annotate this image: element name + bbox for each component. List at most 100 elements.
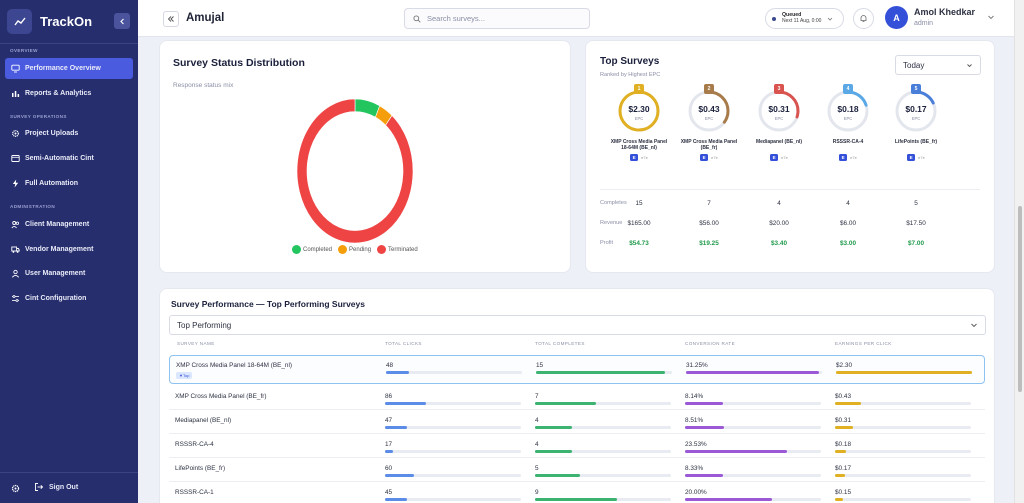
queue-text: Queued Next 11 Aug, 0:00 bbox=[782, 12, 821, 24]
top-badge: ▼ Top bbox=[176, 372, 193, 379]
signout-button[interactable]: Sign Out bbox=[34, 482, 78, 492]
clicks-bar-fill bbox=[385, 450, 394, 453]
legend-label: Terminated bbox=[388, 246, 418, 253]
completes-cell: 5 bbox=[535, 465, 539, 472]
survey-name: RSSSR-CA-4 bbox=[832, 139, 864, 145]
metric-profit-value: $54.73 bbox=[629, 240, 649, 247]
collapse-sidebar-button[interactable] bbox=[114, 13, 130, 29]
metric-revenue-value: $56.00 bbox=[699, 220, 719, 227]
nav-performance-overview[interactable]: Performance Overview bbox=[5, 58, 133, 79]
legend-swatch bbox=[338, 245, 348, 254]
brand-name: TrackOn bbox=[40, 14, 93, 29]
scrollbar-thumb[interactable] bbox=[1018, 206, 1022, 392]
section-label-administration: ADMINISTRATION bbox=[10, 204, 56, 209]
metrics-divider bbox=[600, 189, 980, 190]
survey-name-cell[interactable]: RSSSR-CA-1 bbox=[175, 489, 214, 496]
survey-name-cell[interactable]: RSSSR-CA-4 bbox=[175, 441, 214, 448]
clicks-cell: 60 bbox=[385, 465, 393, 472]
table-row[interactable]: Mediapanel (BE_nl) 47 4 8.51% $0.31 bbox=[169, 411, 985, 434]
clicks-cell: 86 bbox=[385, 393, 393, 400]
clicks-bar bbox=[385, 450, 521, 453]
epc-cell: $2.30 bbox=[836, 362, 852, 369]
epc-bar bbox=[835, 474, 971, 477]
page-scrollbar[interactable] bbox=[1014, 0, 1024, 503]
status-card-title: Survey Status Distribution bbox=[173, 57, 305, 69]
user-menu-chevron-icon[interactable] bbox=[987, 13, 995, 21]
chevron-left-icon bbox=[119, 18, 124, 24]
clicks-cell: 47 bbox=[385, 417, 393, 424]
survey-name-cell[interactable]: LifePoints (BE_fr) bbox=[175, 465, 226, 472]
survey-name-cell[interactable]: XMP Cross Media Panel (BE_fr) bbox=[175, 393, 267, 400]
epc-value: $0.43 bbox=[698, 104, 720, 114]
avatar[interactable]: A bbox=[885, 6, 908, 29]
performance-filter-select[interactable]: Top Performing bbox=[169, 315, 986, 335]
epc-bar-fill bbox=[835, 450, 846, 453]
survey-name: XMP Cross Media Panel 18-64M (BE_nl) bbox=[610, 139, 668, 151]
epc-cell: $0.15 bbox=[835, 489, 851, 496]
conversion-bar-fill bbox=[685, 498, 773, 501]
table-row[interactable]: XMP Cross Media Panel 18-64M (BE_nl) ▼ Top… bbox=[169, 355, 985, 384]
nav-cint-configuration[interactable]: Cint Configuration bbox=[5, 288, 133, 309]
logout-icon bbox=[35, 483, 44, 491]
metric-completes-value: 4 bbox=[777, 200, 781, 207]
metric-label: Profit bbox=[600, 240, 614, 246]
nav-semi-automatic-cint[interactable]: Semi-Automatic Cint bbox=[5, 148, 133, 169]
epc-cell: $0.17 bbox=[835, 465, 851, 472]
conversion-cell: 23.53% bbox=[685, 441, 707, 448]
epc-value: $0.17 bbox=[905, 104, 927, 114]
conversion-cell: 20.00% bbox=[685, 489, 707, 496]
nav-reports-analytics[interactable]: Reports & Analytics bbox=[5, 83, 133, 104]
nav-label: Vendor Management bbox=[25, 246, 94, 253]
epc-bar-fill bbox=[835, 426, 853, 429]
nav-full-automation[interactable]: Full Automation bbox=[5, 173, 133, 194]
epc-ring: 2 $0.43 EPC bbox=[687, 84, 731, 133]
settings-gear-icon[interactable] bbox=[11, 484, 20, 493]
status-legend: Completed Pending Terminated bbox=[292, 245, 424, 254]
search-input[interactable]: Search surveys... bbox=[404, 8, 590, 29]
nav-project-uploads[interactable]: Project Uploads bbox=[5, 123, 133, 144]
legend-label: Completed bbox=[303, 246, 333, 253]
column-header: TOTAL COMPLETES bbox=[535, 341, 585, 346]
conversion-cell: 8.33% bbox=[685, 465, 704, 472]
table-row[interactable]: RSSSR-CA-4 17 4 23.53% $0.18 bbox=[169, 435, 985, 458]
notifications-button[interactable] bbox=[853, 8, 874, 29]
completes-bar bbox=[535, 450, 671, 453]
top-survey-card[interactable]: 1 $2.30 EPC XMP Cross Media Panel 18-64M (B… bbox=[607, 84, 671, 161]
top-surveys-title: Top Surveys bbox=[600, 56, 660, 67]
period-select[interactable]: Today bbox=[895, 55, 981, 75]
source-tag-text: e7e bbox=[918, 155, 925, 160]
nav-user-management[interactable]: User Management bbox=[5, 263, 133, 284]
conversion-bar bbox=[685, 450, 821, 453]
gear-icon bbox=[12, 130, 19, 137]
queue-status-pill[interactable]: Queued Next 11 Aug, 0:00 bbox=[765, 8, 844, 29]
survey-name-cell[interactable]: Mediapanel (BE_nl) bbox=[175, 417, 232, 424]
survey-name: Mediapanel (BE_nl) bbox=[755, 139, 803, 145]
source-tag: E bbox=[700, 154, 709, 161]
monitor-icon bbox=[11, 64, 20, 73]
user-name[interactable]: Amol Khedkar bbox=[914, 7, 976, 17]
metric-completes-value: 5 bbox=[914, 200, 918, 207]
completes-bar-fill bbox=[535, 474, 580, 477]
terminal-icon bbox=[11, 155, 20, 162]
nav-label: Client Management bbox=[25, 221, 90, 228]
table-row[interactable]: XMP Cross Media Panel (BE_fr) 86 7 8.14% $0.… bbox=[169, 387, 985, 410]
status-card-subtitle: Response status mix bbox=[173, 82, 234, 89]
back-button[interactable] bbox=[163, 11, 179, 27]
nav-client-management[interactable]: Client Management bbox=[5, 214, 133, 235]
epc-bar-fill bbox=[835, 474, 845, 477]
metric-row-profit: Profit $54.73 $19.25 $3.40 $3.00 $7.00 bbox=[600, 233, 980, 253]
metric-completes-value: 15 bbox=[635, 200, 643, 207]
survey-name-cell[interactable]: XMP Cross Media Panel 18-64M (BE_nl) bbox=[176, 362, 293, 369]
table-row[interactable]: RSSSR-CA-1 45 9 20.00% $0.15 bbox=[169, 483, 985, 503]
nav-vendor-management[interactable]: Vendor Management bbox=[5, 239, 133, 260]
metric-label: Revenue bbox=[600, 220, 623, 226]
conversion-cell: 8.14% bbox=[685, 393, 704, 400]
legend-swatch bbox=[377, 245, 387, 254]
clicks-bar-fill bbox=[385, 498, 407, 501]
table-row[interactable]: LifePoints (BE_fr) 60 5 8.33% $0.17 bbox=[169, 459, 985, 482]
